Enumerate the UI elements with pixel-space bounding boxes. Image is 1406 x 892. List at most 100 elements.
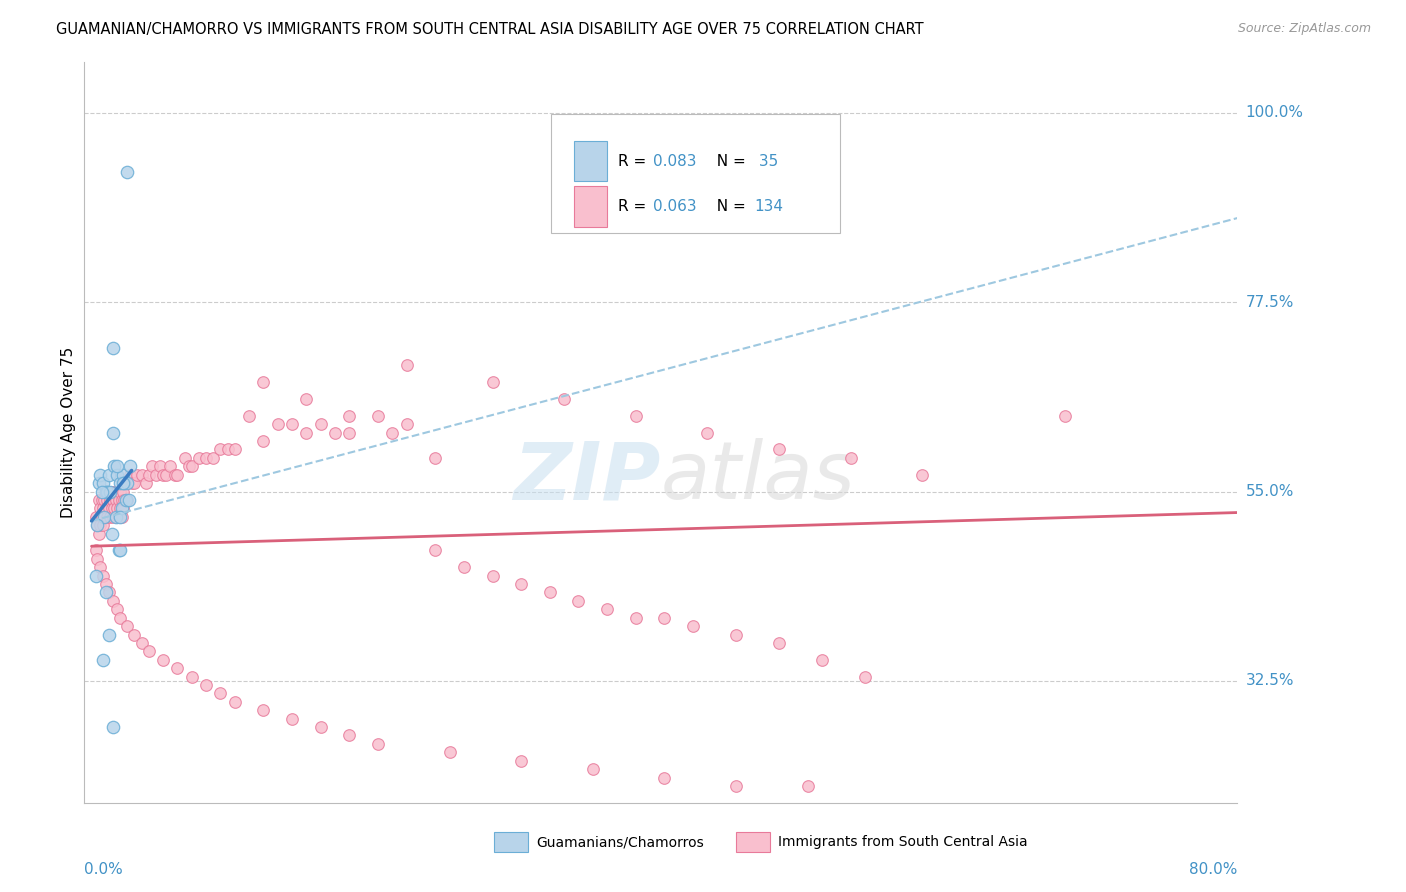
Text: R =: R =: [619, 199, 651, 214]
Point: [309, 417, 332, 432]
Point: [110, 501, 132, 516]
Point: [100, 526, 122, 541]
Point: [97, 467, 120, 482]
Point: [105, 484, 128, 499]
Point: [104, 509, 127, 524]
Point: [180, 459, 202, 474]
Point: [121, 476, 143, 491]
Point: [395, 359, 418, 373]
Point: [152, 653, 174, 667]
Text: 134: 134: [754, 199, 783, 214]
Point: [117, 492, 139, 507]
Point: [101, 425, 124, 440]
Point: [281, 712, 304, 726]
Text: 80.0%: 80.0%: [1189, 862, 1237, 877]
Point: [152, 467, 174, 482]
Point: [439, 745, 461, 759]
Text: 0.083: 0.083: [652, 153, 696, 169]
Point: [103, 501, 125, 516]
Point: [108, 476, 131, 491]
Bar: [494, 831, 529, 853]
Point: [395, 417, 418, 432]
Point: [84, 509, 107, 524]
Point: [295, 425, 318, 440]
Point: [131, 467, 153, 482]
Point: [131, 636, 153, 650]
Point: [90, 492, 112, 507]
Point: [582, 762, 605, 776]
Point: [177, 459, 200, 474]
Point: [367, 409, 389, 423]
Point: [84, 543, 107, 558]
Text: 55.0%: 55.0%: [1246, 484, 1294, 499]
Text: 77.5%: 77.5%: [1246, 294, 1294, 310]
Point: [267, 417, 290, 432]
Point: [105, 602, 128, 616]
Point: [425, 450, 447, 465]
Text: Guamanians/Chamorros: Guamanians/Chamorros: [536, 835, 704, 849]
Point: [91, 568, 114, 582]
Point: [104, 492, 127, 507]
Point: [252, 703, 274, 717]
Point: [90, 484, 112, 499]
Point: [108, 610, 131, 624]
Point: [101, 509, 124, 524]
Point: [209, 686, 232, 700]
Point: [141, 459, 163, 474]
Point: [96, 492, 118, 507]
Point: [425, 543, 447, 558]
Point: [108, 509, 131, 524]
Point: [596, 602, 619, 616]
Point: [120, 459, 142, 474]
Point: [97, 585, 120, 599]
Point: [238, 409, 260, 423]
Text: 32.5%: 32.5%: [1246, 673, 1294, 689]
Point: [112, 467, 135, 482]
Point: [108, 484, 131, 499]
Point: [86, 518, 108, 533]
Text: 100.0%: 100.0%: [1246, 105, 1303, 120]
Point: [110, 509, 132, 524]
Point: [91, 653, 114, 667]
Point: [911, 467, 934, 482]
Point: [337, 409, 360, 423]
Point: [252, 434, 274, 448]
Point: [724, 779, 747, 793]
Point: [105, 501, 128, 516]
Text: 35: 35: [754, 153, 779, 169]
Point: [101, 594, 124, 608]
Point: [453, 560, 475, 574]
Point: [84, 568, 107, 582]
Point: [114, 492, 136, 507]
Point: [195, 450, 218, 465]
Point: [97, 501, 120, 516]
Point: [107, 543, 129, 558]
Point: [224, 695, 246, 709]
Point: [118, 492, 141, 507]
Point: [89, 518, 111, 533]
Point: [159, 459, 181, 474]
Text: 0.0%: 0.0%: [84, 862, 124, 877]
Point: [94, 577, 117, 591]
Point: [510, 577, 533, 591]
Point: [127, 467, 149, 482]
Point: [180, 670, 202, 684]
Point: [97, 484, 120, 499]
Point: [135, 476, 157, 491]
Point: [155, 467, 177, 482]
Point: [86, 551, 108, 566]
Point: [367, 737, 389, 751]
Point: [481, 568, 503, 582]
Point: [224, 442, 246, 457]
Point: [108, 543, 131, 558]
Point: [309, 720, 332, 734]
Point: [195, 678, 218, 692]
Point: [94, 484, 117, 499]
Point: [654, 771, 676, 785]
Point: [337, 729, 360, 743]
Point: [103, 484, 125, 499]
Bar: [575, 186, 606, 227]
Point: [93, 509, 115, 524]
Point: [94, 501, 117, 516]
Point: [138, 644, 160, 658]
